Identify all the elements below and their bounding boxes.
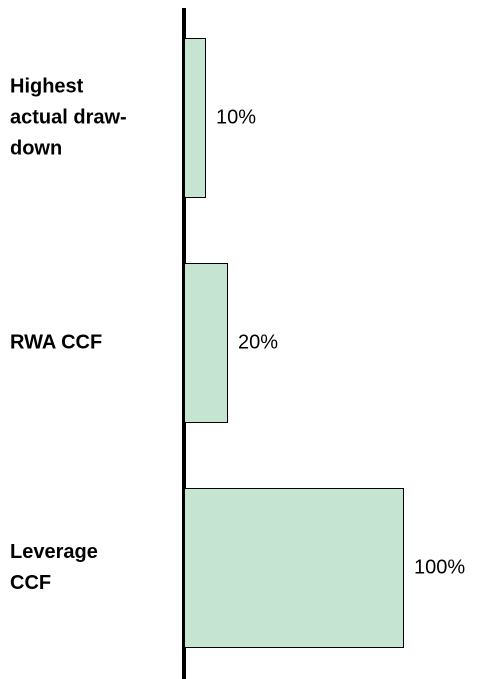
category-label: Leverage CCF: [10, 541, 98, 594]
value-label: 100%: [414, 556, 466, 579]
category-label: Highest actual draw-down: [10, 75, 127, 160]
category-label: RWA CCF: [10, 331, 103, 354]
bar: [184, 263, 228, 423]
bar: [184, 38, 206, 198]
bar: [184, 488, 404, 648]
value-label: 10%: [216, 106, 257, 129]
value-label: 20%: [238, 331, 279, 354]
